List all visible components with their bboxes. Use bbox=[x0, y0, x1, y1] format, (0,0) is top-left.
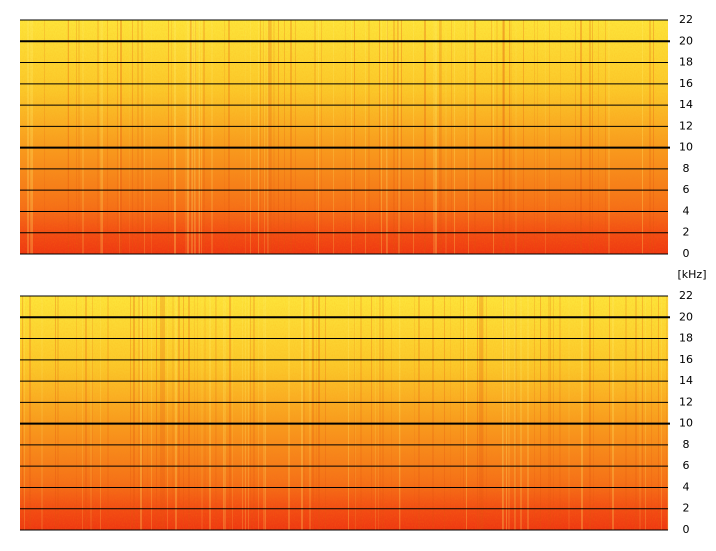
y-tick-label: 16 bbox=[679, 77, 693, 90]
texture-grain bbox=[20, 296, 668, 530]
y-tick-label: 2 bbox=[683, 226, 690, 239]
y-tick-label: 6 bbox=[683, 459, 690, 472]
y-tick-label: 18 bbox=[679, 332, 693, 345]
y-tick-label: 0 bbox=[683, 523, 690, 536]
y-tick-label: 6 bbox=[683, 183, 690, 196]
y-tick-label: 20 bbox=[679, 34, 693, 47]
y-tick-label: 16 bbox=[679, 353, 693, 366]
y-tick-label: 14 bbox=[679, 98, 693, 111]
y-tick-label: 18 bbox=[679, 56, 693, 69]
y-tick-label: 10 bbox=[679, 141, 693, 154]
y-axis-unit: [kHz] bbox=[678, 268, 707, 281]
y-tick-label: 10 bbox=[679, 417, 693, 430]
y-tick-label: 14 bbox=[679, 374, 693, 387]
y-tick-label: 22 bbox=[679, 13, 693, 26]
y-tick-label: 8 bbox=[683, 162, 690, 175]
spectrogram-panel: 0 2 4 6 8 10 12 14 16 18 20 22 bbox=[20, 13, 693, 260]
y-tick-label: 4 bbox=[683, 204, 690, 217]
y-tick-label: 12 bbox=[679, 119, 693, 132]
y-tick-label: 2 bbox=[683, 502, 690, 515]
y-tick-label: 4 bbox=[683, 480, 690, 493]
texture-grain bbox=[20, 20, 668, 254]
spectrogram-panel: 0 2 4 6 8 10 12 14 16 18 20 22 bbox=[20, 289, 693, 536]
y-tick-label: 0 bbox=[683, 247, 690, 260]
y-tick-label: 8 bbox=[683, 438, 690, 451]
y-tick-label: 22 bbox=[679, 289, 693, 302]
y-tick-label: 20 bbox=[679, 310, 693, 323]
y-tick-label: 12 bbox=[679, 395, 693, 408]
